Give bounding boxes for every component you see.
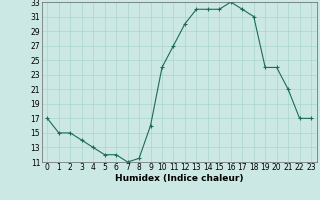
X-axis label: Humidex (Indice chaleur): Humidex (Indice chaleur) — [115, 174, 244, 183]
